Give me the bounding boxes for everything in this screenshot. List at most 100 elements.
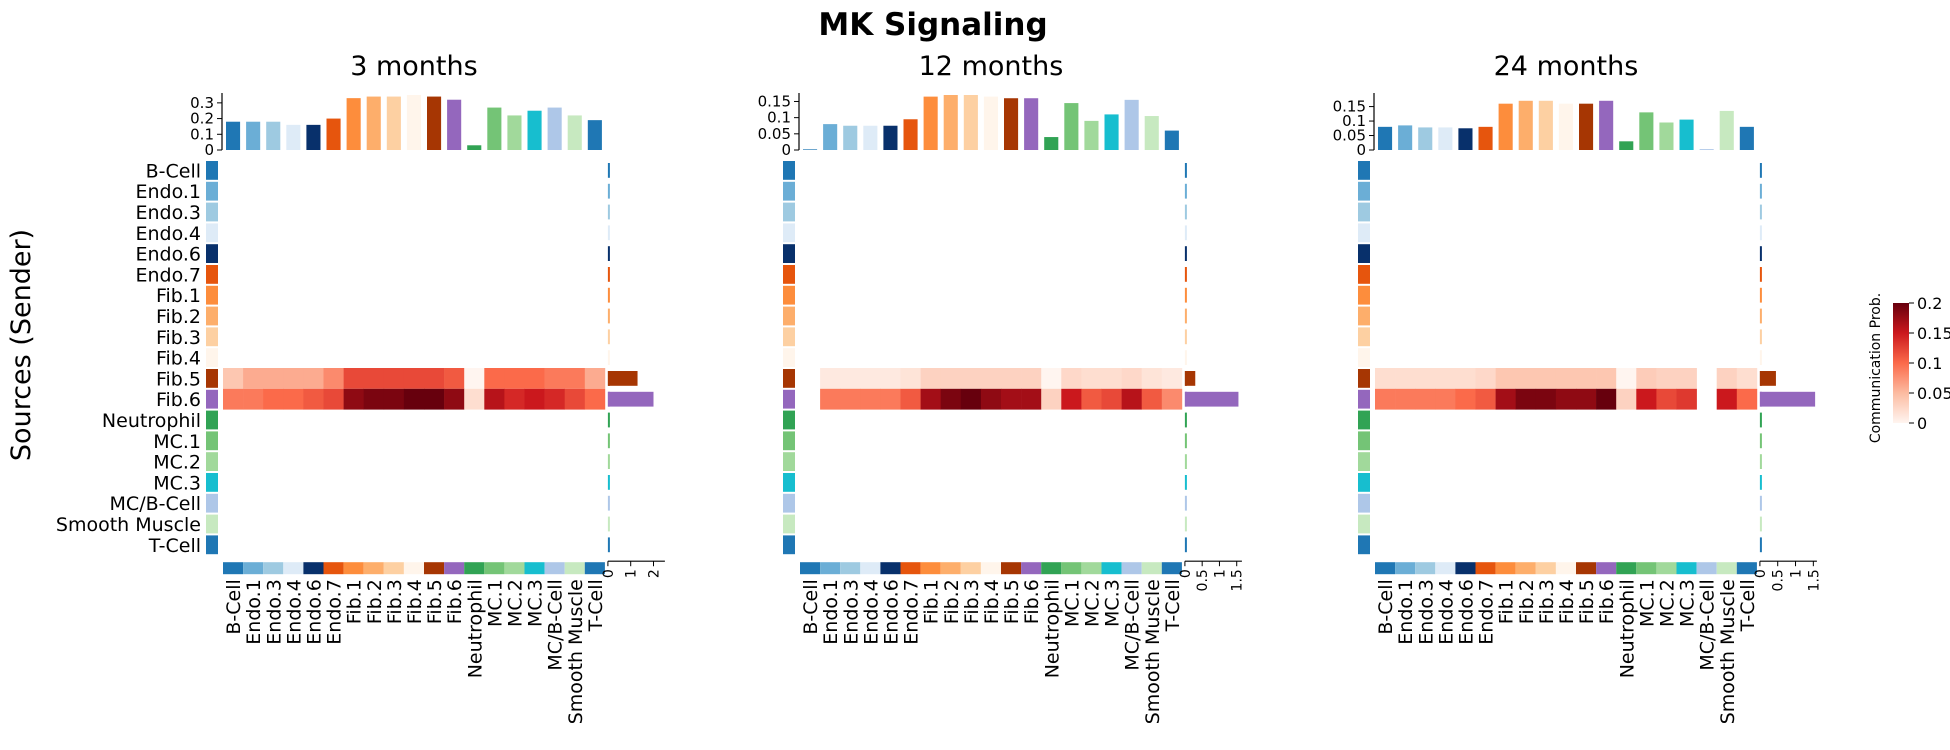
- column-label: MC.2: [504, 579, 526, 627]
- figure-title: MK Signaling: [818, 7, 1047, 43]
- top-bar: [1164, 130, 1179, 150]
- top-bar: [386, 96, 401, 150]
- top-bar: [1378, 126, 1393, 150]
- right-bar-stub: [607, 537, 610, 553]
- heatmap-cell: [1535, 388, 1557, 410]
- right-bar-stub: [1759, 287, 1762, 303]
- receiver-color-strip: [343, 562, 364, 575]
- heatmap-cell: [1736, 388, 1758, 410]
- heatmap-cell: [1676, 388, 1697, 410]
- column-label: MC.2: [1081, 579, 1103, 627]
- heatmap-cell: [1001, 388, 1022, 410]
- heatmap-cell: [1535, 368, 1557, 389]
- column-label: Fib.4: [404, 579, 426, 624]
- heatmap-cell: [980, 368, 1002, 389]
- top-bar: [1438, 127, 1453, 150]
- top-bar: [1739, 126, 1754, 150]
- heatmap-cell: [1495, 388, 1516, 410]
- heatmap-cell: [464, 388, 485, 410]
- right-bar-stub: [1759, 433, 1762, 449]
- receiver-color-strip: [800, 562, 821, 575]
- sender-color-strip: [206, 410, 218, 430]
- receiver-color-strip: [1696, 562, 1717, 575]
- receiver-color-strip: [564, 562, 585, 575]
- heatmap-cell: [900, 388, 921, 410]
- sender-color-strip: [783, 452, 795, 471]
- top-bar: [326, 118, 341, 150]
- heatmap-cell: [283, 388, 304, 410]
- right-bar-stub: [1184, 454, 1187, 469]
- column-label: Endo.6: [303, 579, 325, 645]
- right-bar-stub: [607, 350, 610, 365]
- top-bar: [1558, 103, 1573, 150]
- right-bar-stub: [1759, 350, 1762, 365]
- right-bar-tick-label: 2: [647, 569, 663, 578]
- sender-color-strip: [783, 161, 795, 180]
- receiver-color-strip: [303, 562, 324, 575]
- column-label: Fib.1: [1496, 579, 1518, 624]
- heatmap-cell: [504, 368, 525, 389]
- right-bar: [1759, 371, 1776, 386]
- column-label: Fib.2: [941, 579, 963, 624]
- top-bar: [1579, 103, 1594, 150]
- column-label: Fib.3: [961, 579, 983, 624]
- receiver-color-strip: [1161, 562, 1182, 575]
- right-bar-stub: [607, 516, 610, 532]
- heatmap-cell: [584, 368, 606, 389]
- sender-color-strip: [1358, 535, 1370, 555]
- right-bar-stub: [1184, 308, 1187, 324]
- sender-color-strip: [783, 306, 795, 326]
- sender-color-strip: [206, 473, 218, 492]
- receiver-color-strip: [1535, 562, 1556, 575]
- sender-color-strip: [1358, 389, 1370, 409]
- top-bar: [266, 121, 281, 150]
- heatmap-cell: [1716, 388, 1738, 410]
- receiver-color-strip: [504, 562, 525, 575]
- heatmap-cell: [263, 388, 284, 410]
- column-label: MC.1: [484, 579, 506, 627]
- receiver-color-strip: [1455, 562, 1476, 575]
- y-axis-label: Sources (Sender): [6, 229, 37, 461]
- column-label: Endo.7: [324, 579, 346, 645]
- heatmap-cell: [1415, 368, 1436, 389]
- panel-title: 12 months: [919, 51, 1064, 82]
- top-bar: [1044, 137, 1059, 150]
- top-bar: [923, 96, 938, 150]
- sender-color-strip: [1358, 285, 1370, 305]
- sender-color-strip: [1358, 514, 1370, 534]
- heatmap-cell: [1041, 388, 1062, 410]
- column-label: MC.3: [1677, 579, 1699, 627]
- receiver-color-strip: [900, 562, 921, 575]
- heatmap-cell: [1596, 368, 1617, 389]
- right-bar-stub: [607, 433, 610, 449]
- heatmap-cell: [980, 388, 1002, 410]
- receiver-color-strip: [263, 562, 284, 575]
- right-bar-stub: [1759, 537, 1762, 553]
- heatmap-cell: [1081, 388, 1102, 410]
- sender-color-strip: [783, 493, 795, 513]
- heatmap-cell: [303, 388, 324, 410]
- column-label: Smooth Muscle: [1142, 579, 1164, 724]
- sender-color-strip: [206, 431, 218, 451]
- receiver-color-strip: [1061, 562, 1082, 575]
- top-bar: [1104, 114, 1119, 150]
- heatmap-cell: [484, 368, 505, 389]
- right-bar-stub: [1184, 287, 1187, 303]
- top-bar: [1064, 103, 1079, 150]
- sender-color-strip: [1358, 265, 1370, 284]
- receiver-color-strip: [960, 562, 981, 575]
- heatmap-cell: [1101, 368, 1122, 389]
- receiver-color-strip: [243, 562, 264, 575]
- sender-color-strip: [783, 223, 795, 243]
- top-bar-tick-label: 0.3: [190, 94, 214, 112]
- row-label: MC/B-Cell: [110, 493, 201, 515]
- receiver-color-strip: [1375, 562, 1396, 575]
- right-bar-stub: [1759, 308, 1762, 324]
- row-label: Endo.4: [135, 223, 201, 245]
- top-bar: [366, 96, 381, 150]
- sender-color-strip: [206, 535, 218, 555]
- heatmap-cell: [484, 388, 505, 410]
- right-bar-tick-label: 0: [1178, 569, 1194, 578]
- heatmap-cell: [820, 388, 841, 410]
